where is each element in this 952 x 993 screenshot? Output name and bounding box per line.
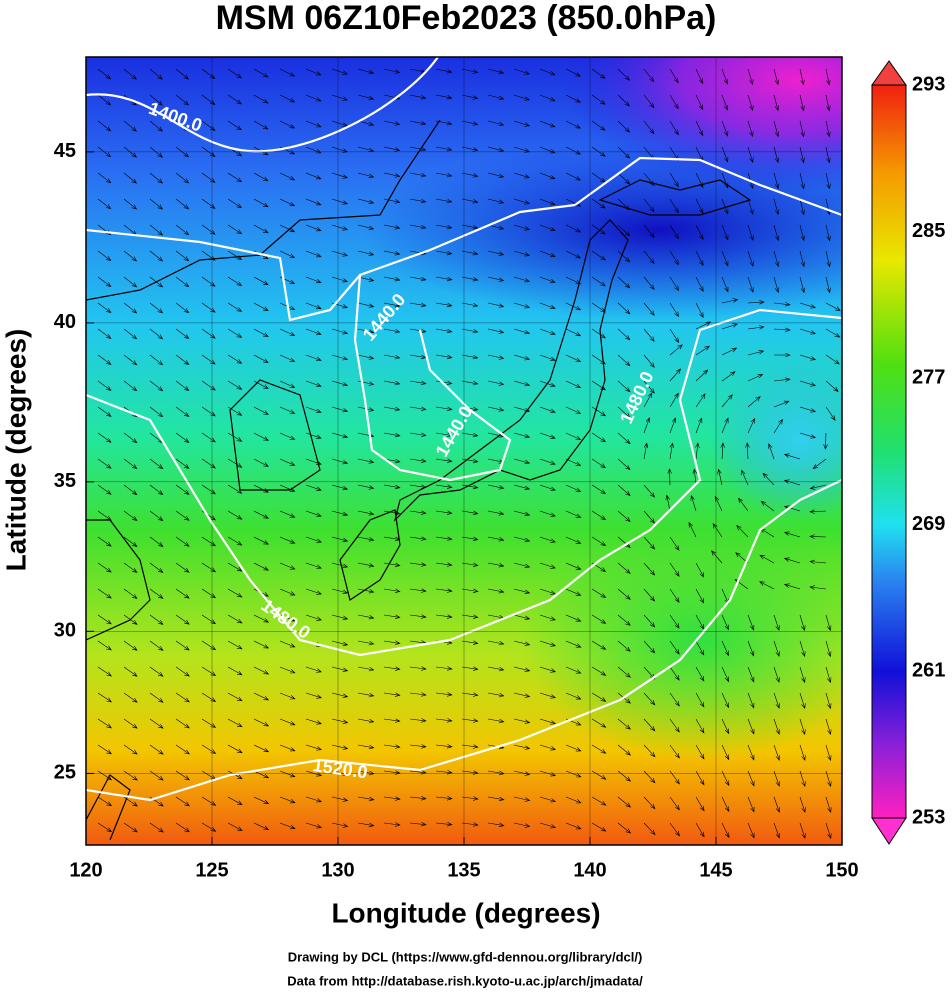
x-tick-label: 130 xyxy=(321,859,354,881)
x-tick-label: 145 xyxy=(699,859,732,881)
x-axis-label: Longitude (degrees) xyxy=(331,897,600,928)
colorbar-tick-label: 261 xyxy=(912,660,945,682)
credit: Data from http://database.rish.kyoto-u.a… xyxy=(287,973,643,988)
warm-area xyxy=(520,520,842,760)
streamlines xyxy=(97,68,841,840)
x-tick-label: 125 xyxy=(195,859,228,881)
x-tick-label: 120 xyxy=(69,859,102,881)
colorbar-over xyxy=(871,60,907,86)
graticule xyxy=(86,57,842,845)
title: MSM 06Z10Feb2023 (850.0hPa) xyxy=(216,0,717,37)
x-tick-label: 135 xyxy=(447,859,480,881)
y-tick-label: 30 xyxy=(54,620,76,642)
credit: Drawing by DCL (https://www.gfd-dennou.o… xyxy=(288,949,643,964)
y-tick-label: 25 xyxy=(54,762,76,784)
colorbar-tick-label: 253 xyxy=(912,806,945,828)
cyclone xyxy=(710,360,842,520)
colorbar-body xyxy=(871,84,907,819)
colorbar-tick-label: 285 xyxy=(912,220,945,242)
colorbar-tick-label: 293 xyxy=(912,73,945,95)
colorbar xyxy=(871,60,907,845)
streamline-arrows xyxy=(97,68,841,840)
colorbar-under xyxy=(871,817,907,845)
axes: 120 125 130 135 140 145 150 25 30 35 40 45 253 261 269… xyxy=(54,73,946,881)
x-tick-label: 150 xyxy=(825,859,858,881)
contours xyxy=(86,57,842,802)
cold-band xyxy=(360,140,842,320)
x-tick-label: 140 xyxy=(573,859,606,881)
y-tick-label: 45 xyxy=(54,140,76,162)
y-axis-label: Latitude (degrees) xyxy=(0,329,31,572)
coastlines xyxy=(86,119,752,841)
colorbar-tick-label: 277 xyxy=(912,366,945,388)
colorbar-tick-label: 269 xyxy=(912,513,945,535)
y-tick-label: 40 xyxy=(54,311,76,333)
y-tick-label: 35 xyxy=(54,470,76,492)
